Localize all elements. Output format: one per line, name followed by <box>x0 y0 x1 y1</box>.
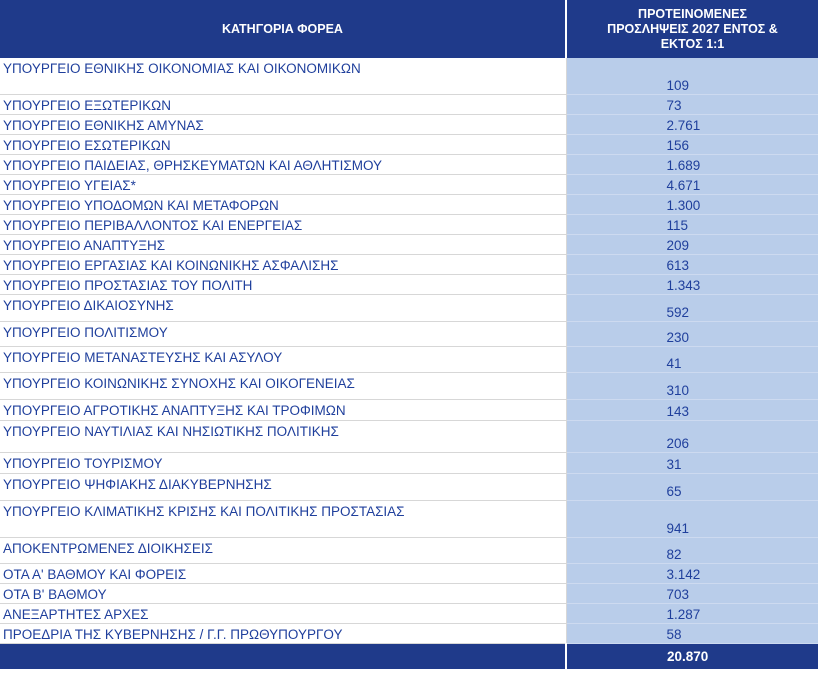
forecast-value-cell: 230 <box>566 321 818 347</box>
table-row: ΥΠΟΥΡΓΕΙΟ ΔΙΚΑΙΟΣΥΝΗΣ 592 <box>0 294 818 322</box>
agency-name-cell: ΥΠΟΥΡΓΕΙΟ ΨΗΦΙΑΚΗΣ ΔΙΑΚΥΒΕΡΝΗΣΗΣ <box>0 473 567 501</box>
agency-name-cell: ΥΠΟΥΡΓΕΙΟ ΠΟΛΙΤΙΣΜΟΥ <box>0 321 567 347</box>
forecast-value-cell: 109 <box>566 58 818 95</box>
table-row: ΥΠΟΥΡΓΕΙΟ ΝΑΥΤΙΛΙΑΣ ΚΑΙ ΝΗΣΙΩΤΙΚΗΣ ΠΟΛΙΤ… <box>0 420 818 453</box>
agency-name-cell: ΥΠΟΥΡΓΕΙΟ ΤΟΥΡΙΣΜΟΥ <box>0 452 567 474</box>
forecast-value-cell: 115 <box>566 214 818 235</box>
agency-name-cell: ΥΠΟΥΡΓΕΙΟ ΚΛΙΜΑΤΙΚΗΣ ΚΡΙΣΗΣ ΚΑΙ ΠΟΛΙΤΙΚΗ… <box>0 500 567 538</box>
table-row: ΑΝΕΞΑΡΤΗΤΕΣ ΑΡΧΕΣ 1.287 <box>0 603 818 624</box>
table-row: ΥΠΟΥΡΓΕΙΟ ΠΑΙΔΕΙΑΣ, ΘΡΗΣΚΕΥΜΑΤΩΝ ΚΑΙ ΑΘΛ… <box>0 154 818 175</box>
table-header-row: ΚΑΤΗΓΟΡΙΑ ΦΟΡΕΑ ΠΡΟΤΕΙΝΟΜΕΝΕΣ ΠΡΟΣΛΗΨΕΙΣ… <box>0 0 818 58</box>
agency-name-cell: ΥΠΟΥΡΓΕΙΟ ΕΡΓΑΣΙΑΣ ΚΑΙ ΚΟΙΝΩΝΙΚΗΣ ΑΣΦΑΛΙ… <box>0 254 567 275</box>
agency-name-cell: ΥΠΟΥΡΓΕΙΟ ΕΞΩΤΕΡΙΚΩΝ <box>0 94 567 115</box>
total-value: 20.870 <box>566 643 818 669</box>
table-row: ΥΠΟΥΡΓΕΙΟ ΕΣΩΤΕΡΙΚΩΝ 156 <box>0 134 818 155</box>
table-row: ΥΠΟΥΡΓΕΙΟ ΥΓΕΙΑΣ* 4.671 <box>0 174 818 195</box>
agency-name-cell: ΥΠΟΥΡΓΕΙΟ ΔΙΚΑΙΟΣΥΝΗΣ <box>0 294 567 322</box>
forecast-header-line: ΕΚΤΟΣ 1:1 <box>660 36 725 51</box>
table-row: ΥΠΟΥΡΓΕΙΟ ΠΡΟΣΤΑΣΙΑΣ ΤΟΥ ΠΟΛΙΤΗ 1.343 <box>0 274 818 295</box>
agency-name-cell: ΥΠΟΥΡΓΕΙΟ ΠΑΙΔΕΙΑΣ, ΘΡΗΣΚΕΥΜΑΤΩΝ ΚΑΙ ΑΘΛ… <box>0 154 567 175</box>
agency-name-cell: ΥΠΟΥΡΓΕΙΟ ΝΑΥΤΙΛΙΑΣ ΚΑΙ ΝΗΣΙΩΤΙΚΗΣ ΠΟΛΙΤ… <box>0 420 567 453</box>
forecast-value-cell: 2.761 <box>566 114 818 135</box>
table-row: ΥΠΟΥΡΓΕΙΟ ΜΕΤΑΝΑΣΤΕΥΣΗΣ ΚΑΙ ΑΣΥΛΟΥ 41 <box>0 346 818 373</box>
table-row: ΥΠΟΥΡΓΕΙΟ ΑΓΡΟΤΙΚΗΣ ΑΝΑΠΤΥΞΗΣ ΚΑΙ ΤΡΟΦΙΜ… <box>0 399 818 421</box>
forecast-value-cell: 310 <box>566 372 818 400</box>
agency-name-cell: ΥΠΟΥΡΓΕΙΟ ΠΕΡΙΒΑΛΛΟΝΤΟΣ ΚΑΙ ΕΝΕΡΓΕΙΑΣ <box>0 214 567 235</box>
table-row: ΥΠΟΥΡΓΕΙΟ ΕΡΓΑΣΙΑΣ ΚΑΙ ΚΟΙΝΩΝΙΚΗΣ ΑΣΦΑΛΙ… <box>0 254 818 275</box>
forecast-value-cell: 1.343 <box>566 274 818 295</box>
agency-name-cell: ΥΠΟΥΡΓΕΙΟ ΕΘΝΙΚΗΣ ΟΙΚΟΝΟΜΙΑΣ ΚΑΙ ΟΙΚΟΝΟΜ… <box>0 58 567 95</box>
forecast-value-cell: 31 <box>566 452 818 474</box>
table-row: ΟΤΑ Β' ΒΑΘΜΟΥ 703 <box>0 583 818 604</box>
forecast-value-cell: 82 <box>566 537 818 564</box>
agency-name-cell: ΥΠΟΥΡΓΕΙΟ ΚΟΙΝΩΝΙΚΗΣ ΣΥΝΟΧΗΣ ΚΑΙ ΟΙΚΟΓΕΝ… <box>0 372 567 400</box>
forecast-value-cell: 1.287 <box>566 603 818 624</box>
forecast-value-cell: 143 <box>566 399 818 421</box>
table-row: ΟΤΑ Α' ΒΑΘΜΟΥ ΚΑΙ ΦΟΡΕΙΣ 3.142 <box>0 563 818 584</box>
forecast-header: ΠΡΟΤΕΙΝΟΜΕΝΕΣ ΠΡΟΣΛΗΨΕΙΣ 2027 ΕΝΤΟΣ & ΕΚ… <box>566 0 818 58</box>
forecast-value-cell: 1.300 <box>566 194 818 215</box>
forecast-value-cell: 41 <box>566 346 818 373</box>
forecast-value-cell: 156 <box>566 134 818 155</box>
agency-name-cell: ΠΡΟΕΔΡΙΑ ΤΗΣ ΚΥΒΕΡΝΗΣΗΣ / Γ.Γ. ΠΡΩΘΥΠΟΥΡ… <box>0 623 567 644</box>
table-row: ΥΠΟΥΡΓΕΙΟ ΚΟΙΝΩΝΙΚΗΣ ΣΥΝΟΧΗΣ ΚΑΙ ΟΙΚΟΓΕΝ… <box>0 372 818 400</box>
table-row: ΥΠΟΥΡΓΕΙΟ ΚΛΙΜΑΤΙΚΗΣ ΚΡΙΣΗΣ ΚΑΙ ΠΟΛΙΤΙΚΗ… <box>0 500 818 538</box>
forecast-value-cell: 65 <box>566 473 818 501</box>
forecast-header-line: ΠΡΟΣΛΗΨΕΙΣ 2027 ΕΝΤΟΣ & <box>607 21 778 36</box>
total-row: 20.870 <box>0 643 818 669</box>
agency-name-cell: ΥΠΟΥΡΓΕΙΟ ΜΕΤΑΝΑΣΤΕΥΣΗΣ ΚΑΙ ΑΣΥΛΟΥ <box>0 346 567 373</box>
table-row: ΥΠΟΥΡΓΕΙΟ ΕΞΩΤΕΡΙΚΩΝ 73 <box>0 94 818 115</box>
forecast-value-cell: 3.142 <box>566 563 818 584</box>
forecast-value-cell: 4.671 <box>566 174 818 195</box>
table-row: ΥΠΟΥΡΓΕΙΟ ΠΕΡΙΒΑΛΛΟΝΤΟΣ ΚΑΙ ΕΝΕΡΓΕΙΑΣ 115 <box>0 214 818 235</box>
table-row: ΑΠΟΚΕΝΤΡΩΜΕΝΕΣ ΔΙΟΙΚΗΣΕΙΣ 82 <box>0 537 818 564</box>
category-header: ΚΑΤΗΓΟΡΙΑ ΦΟΡΕΑ <box>0 0 567 58</box>
forecast-value-cell: 703 <box>566 583 818 604</box>
forecast-value-cell: 941 <box>566 500 818 538</box>
agency-name-cell: ΥΠΟΥΡΓΕΙΟ ΠΡΟΣΤΑΣΙΑΣ ΤΟΥ ΠΟΛΙΤΗ <box>0 274 567 295</box>
forecast-value-cell: 73 <box>566 94 818 115</box>
agency-name-cell: ΥΠΟΥΡΓΕΙΟ ΥΓΕΙΑΣ* <box>0 174 567 195</box>
agency-name-cell: ΟΤΑ Β' ΒΑΘΜΟΥ <box>0 583 567 604</box>
agency-name-cell: ΟΤΑ Α' ΒΑΘΜΟΥ ΚΑΙ ΦΟΡΕΙΣ <box>0 563 567 584</box>
agency-name-cell: ΑΝΕΞΑΡΤΗΤΕΣ ΑΡΧΕΣ <box>0 603 567 624</box>
total-label <box>0 643 567 669</box>
table-body: ΥΠΟΥΡΓΕΙΟ ΕΘΝΙΚΗΣ ΟΙΚΟΝΟΜΙΑΣ ΚΑΙ ΟΙΚΟΝΟΜ… <box>0 58 818 644</box>
forecast-header-line: ΠΡΟΤΕΙΝΟΜΕΝΕΣ <box>638 6 747 21</box>
agency-name-cell: ΥΠΟΥΡΓΕΙΟ ΥΠΟΔΟΜΩΝ ΚΑΙ ΜΕΤΑΦΟΡΩΝ <box>0 194 567 215</box>
forecast-value-cell: 209 <box>566 234 818 255</box>
table-row: ΥΠΟΥΡΓΕΙΟ ΤΟΥΡΙΣΜΟΥ 31 <box>0 452 818 474</box>
table-row: ΥΠΟΥΡΓΕΙΟ ΕΘΝΙΚΗΣ ΑΜΥΝΑΣ 2.761 <box>0 114 818 135</box>
forecast-value-cell: 1.689 <box>566 154 818 175</box>
agency-name-cell: ΥΠΟΥΡΓΕΙΟ ΕΣΩΤΕΡΙΚΩΝ <box>0 134 567 155</box>
agency-name-cell: ΥΠΟΥΡΓΕΙΟ ΑΝΑΠΤΥΞΗΣ <box>0 234 567 255</box>
forecast-value-cell: 592 <box>566 294 818 322</box>
table-row: ΥΠΟΥΡΓΕΙΟ ΥΠΟΔΟΜΩΝ ΚΑΙ ΜΕΤΑΦΟΡΩΝ 1.300 <box>0 194 818 215</box>
table-row: ΥΠΟΥΡΓΕΙΟ ΠΟΛΙΤΙΣΜΟΥ 230 <box>0 321 818 347</box>
table-row: ΥΠΟΥΡΓΕΙΟ ΕΘΝΙΚΗΣ ΟΙΚΟΝΟΜΙΑΣ ΚΑΙ ΟΙΚΟΝΟΜ… <box>0 58 818 95</box>
table-row: ΥΠΟΥΡΓΕΙΟ ΑΝΑΠΤΥΞΗΣ 209 <box>0 234 818 255</box>
table-row: ΥΠΟΥΡΓΕΙΟ ΨΗΦΙΑΚΗΣ ΔΙΑΚΥΒΕΡΝΗΣΗΣ 65 <box>0 473 818 501</box>
forecast-value-cell: 206 <box>566 420 818 453</box>
agency-name-cell: ΑΠΟΚΕΝΤΡΩΜΕΝΕΣ ΔΙΟΙΚΗΣΕΙΣ <box>0 537 567 564</box>
agency-name-cell: ΥΠΟΥΡΓΕΙΟ ΑΓΡΟΤΙΚΗΣ ΑΝΑΠΤΥΞΗΣ ΚΑΙ ΤΡΟΦΙΜ… <box>0 399 567 421</box>
agency-name-cell: ΥΠΟΥΡΓΕΙΟ ΕΘΝΙΚΗΣ ΑΜΥΝΑΣ <box>0 114 567 135</box>
forecast-value-cell: 613 <box>566 254 818 275</box>
forecast-value-cell: 58 <box>566 623 818 644</box>
table-row: ΠΡΟΕΔΡΙΑ ΤΗΣ ΚΥΒΕΡΝΗΣΗΣ / Γ.Γ. ΠΡΩΘΥΠΟΥΡ… <box>0 623 818 644</box>
